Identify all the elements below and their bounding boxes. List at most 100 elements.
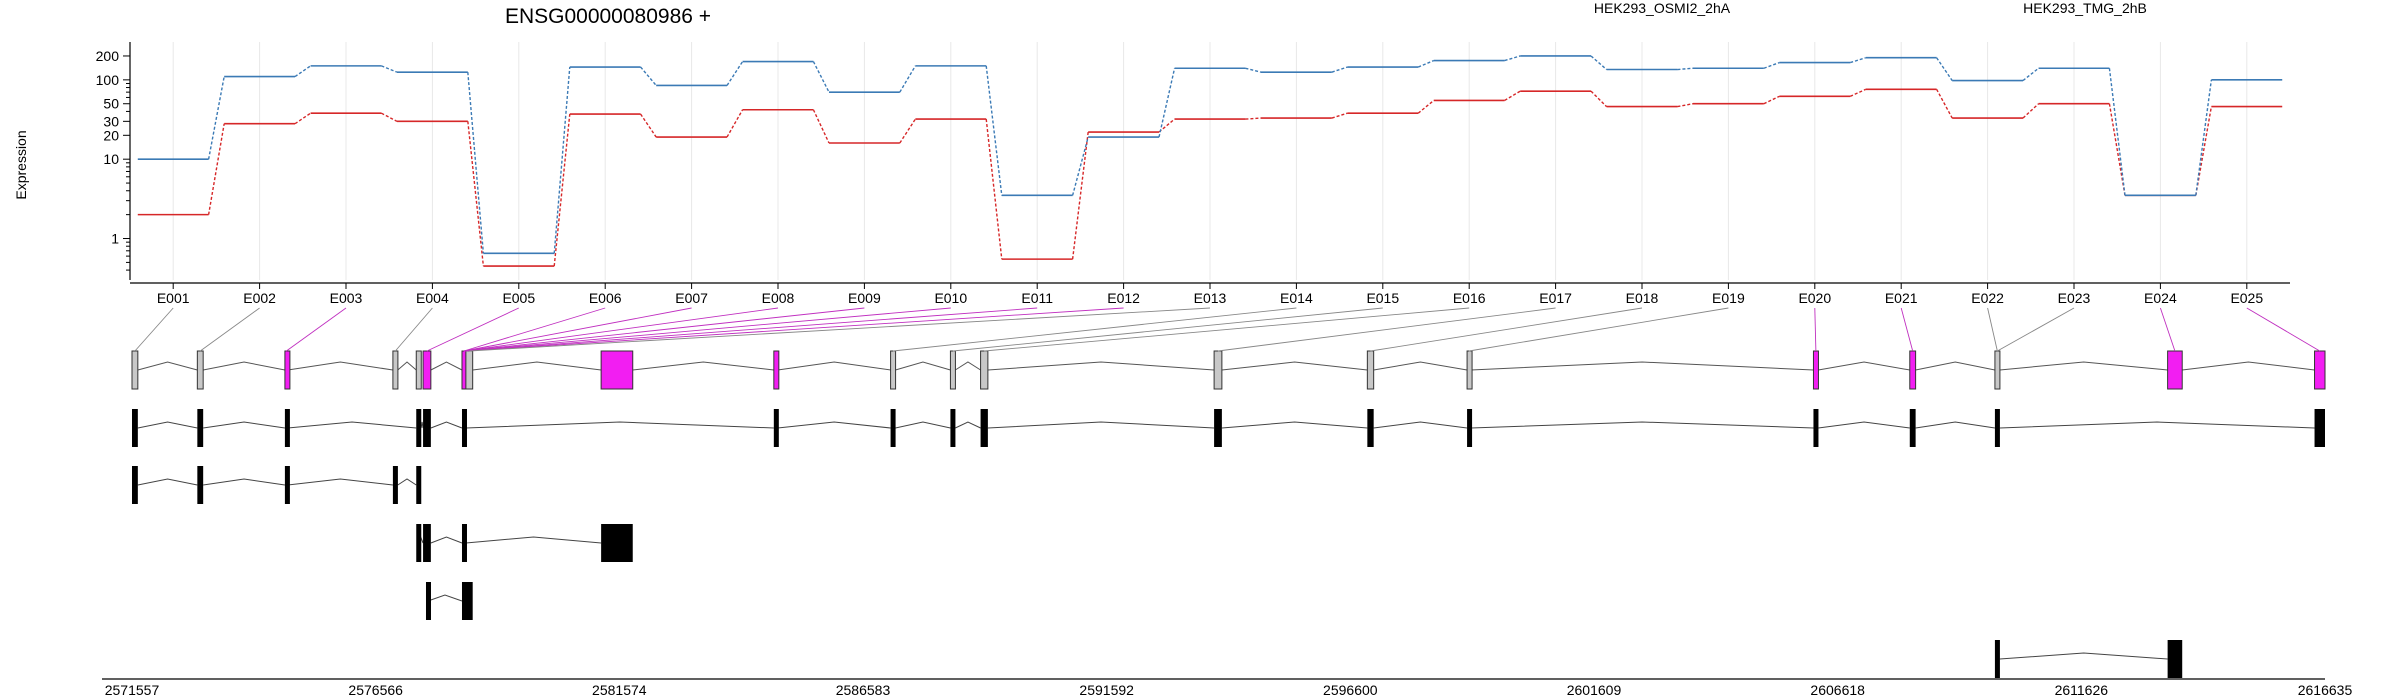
transcript-3 [416, 524, 633, 562]
x-tick-label-e011: E011 [1021, 290, 1053, 306]
x-tick-label-e015: E015 [1366, 290, 1399, 306]
transcript-1 [132, 409, 2325, 447]
bin-exon-link [394, 307, 433, 352]
data-connector [207, 123, 225, 215]
transcript-exon [890, 409, 896, 447]
x-tick-label-e002: E002 [243, 290, 276, 306]
transcript-intron [955, 421, 981, 429]
bin-exon-link [1370, 307, 1643, 352]
transcript-exon [1994, 409, 2000, 447]
transcript-exon [416, 524, 422, 562]
transcript-exon [1909, 409, 1916, 447]
y-axis-label: Expression [13, 130, 29, 199]
bin-exon-link [1987, 307, 1998, 352]
transcript-intron [1999, 421, 2315, 429]
x-tick-label-e022: E022 [1971, 290, 2004, 306]
transcript-intron [895, 421, 951, 429]
transcript-exon [416, 409, 422, 447]
x-tick-label-e007: E007 [675, 290, 708, 306]
exon-box [773, 350, 780, 390]
transcript-intron [1999, 652, 2168, 660]
transcript-intron [1470, 421, 1814, 429]
y-tick-label: 200 [96, 48, 120, 64]
x-tick-label-e017: E017 [1539, 290, 1572, 306]
series-1 [137, 88, 2283, 267]
y-tick-label: 50 [103, 96, 119, 112]
data-connector [1850, 57, 1866, 64]
transcript-5 [1994, 640, 2183, 678]
exon-intron-link [1818, 361, 1910, 371]
exon-box [465, 350, 474, 390]
data-connector [381, 65, 398, 73]
transcript-exon [601, 524, 633, 562]
exon-intron-link [1373, 361, 1468, 371]
exon-intron-link [777, 361, 891, 371]
bin-exon-link [1814, 307, 1817, 352]
data-connector [985, 119, 1003, 260]
exon-intron-link [1221, 361, 1368, 371]
bin-exon-link [892, 307, 1297, 352]
bin-exon-link [463, 307, 692, 352]
x-tick-label-e009: E009 [848, 290, 881, 306]
transcript-intron [1915, 421, 1995, 429]
bin-exon-link [1900, 307, 1914, 352]
exon-box [422, 350, 432, 390]
transcript-2 [132, 466, 422, 504]
x-tick-label-e001: E001 [157, 290, 190, 306]
data-connector [726, 61, 744, 86]
data-connector [1158, 68, 1176, 138]
bin-exon-link [1997, 307, 2075, 352]
genome-tick-label: 2601609 [1567, 682, 1622, 698]
bin-exon-link [463, 307, 865, 352]
x-tick-label-e010: E010 [934, 290, 967, 306]
exon-box [284, 350, 291, 390]
bin-exon-link [463, 307, 606, 352]
exon-intron-link [632, 361, 774, 371]
exon-box [1213, 350, 1223, 390]
data-connector [1071, 131, 1089, 260]
transcript-exon [950, 409, 956, 447]
data-connector [812, 61, 830, 93]
data-connector [1071, 136, 1089, 196]
x-tick-label-e020: E020 [1798, 290, 1831, 306]
transcript-exon [416, 466, 422, 504]
legend-series-2: HEK293_TMG_2hB [2023, 0, 2147, 16]
transcript-exon [2314, 409, 2325, 447]
transcript-exon [461, 582, 473, 620]
data-connector [1936, 88, 1953, 119]
x-tick-label-e025: E025 [2230, 290, 2263, 306]
genome-tick-label: 2586583 [836, 682, 891, 698]
bin-exon-link [2159, 307, 2176, 352]
exon-intron-link [955, 361, 981, 371]
data-connector [1504, 55, 1521, 62]
transcript-exon [1367, 409, 1374, 447]
transcript-exon [1214, 409, 1222, 447]
data-connector [812, 109, 830, 144]
y-tick-label: 10 [103, 151, 119, 167]
bin-exon-link [2246, 307, 2320, 352]
exon-box [1994, 350, 2001, 390]
x-tick-label-e021: E021 [1885, 290, 1918, 306]
exon-intron-link [203, 361, 285, 371]
x-tick-label-e024: E024 [2144, 290, 2177, 306]
transcript-exon [392, 466, 398, 504]
data-connector [640, 113, 657, 138]
bin-exon-link [952, 307, 1383, 352]
x-tick-label-e019: E019 [1712, 290, 1745, 306]
bin-exon-link [463, 307, 951, 352]
exon-box [600, 350, 634, 390]
exon-intron-link [987, 361, 1215, 371]
exon-intron-link [1915, 361, 1996, 371]
genome-tick-label: 2596600 [1323, 682, 1378, 698]
transcript-intron [777, 421, 891, 429]
x-tick-label-e004: E004 [416, 290, 449, 306]
data-connector [1677, 103, 1694, 108]
transcript-exon [461, 524, 467, 562]
transcript-intron [430, 421, 463, 429]
transcript-exon [197, 466, 204, 504]
transcript-exon [284, 409, 290, 447]
bin-exon-link [469, 307, 1211, 352]
data-connector [1245, 117, 1262, 120]
data-connector [294, 65, 311, 78]
